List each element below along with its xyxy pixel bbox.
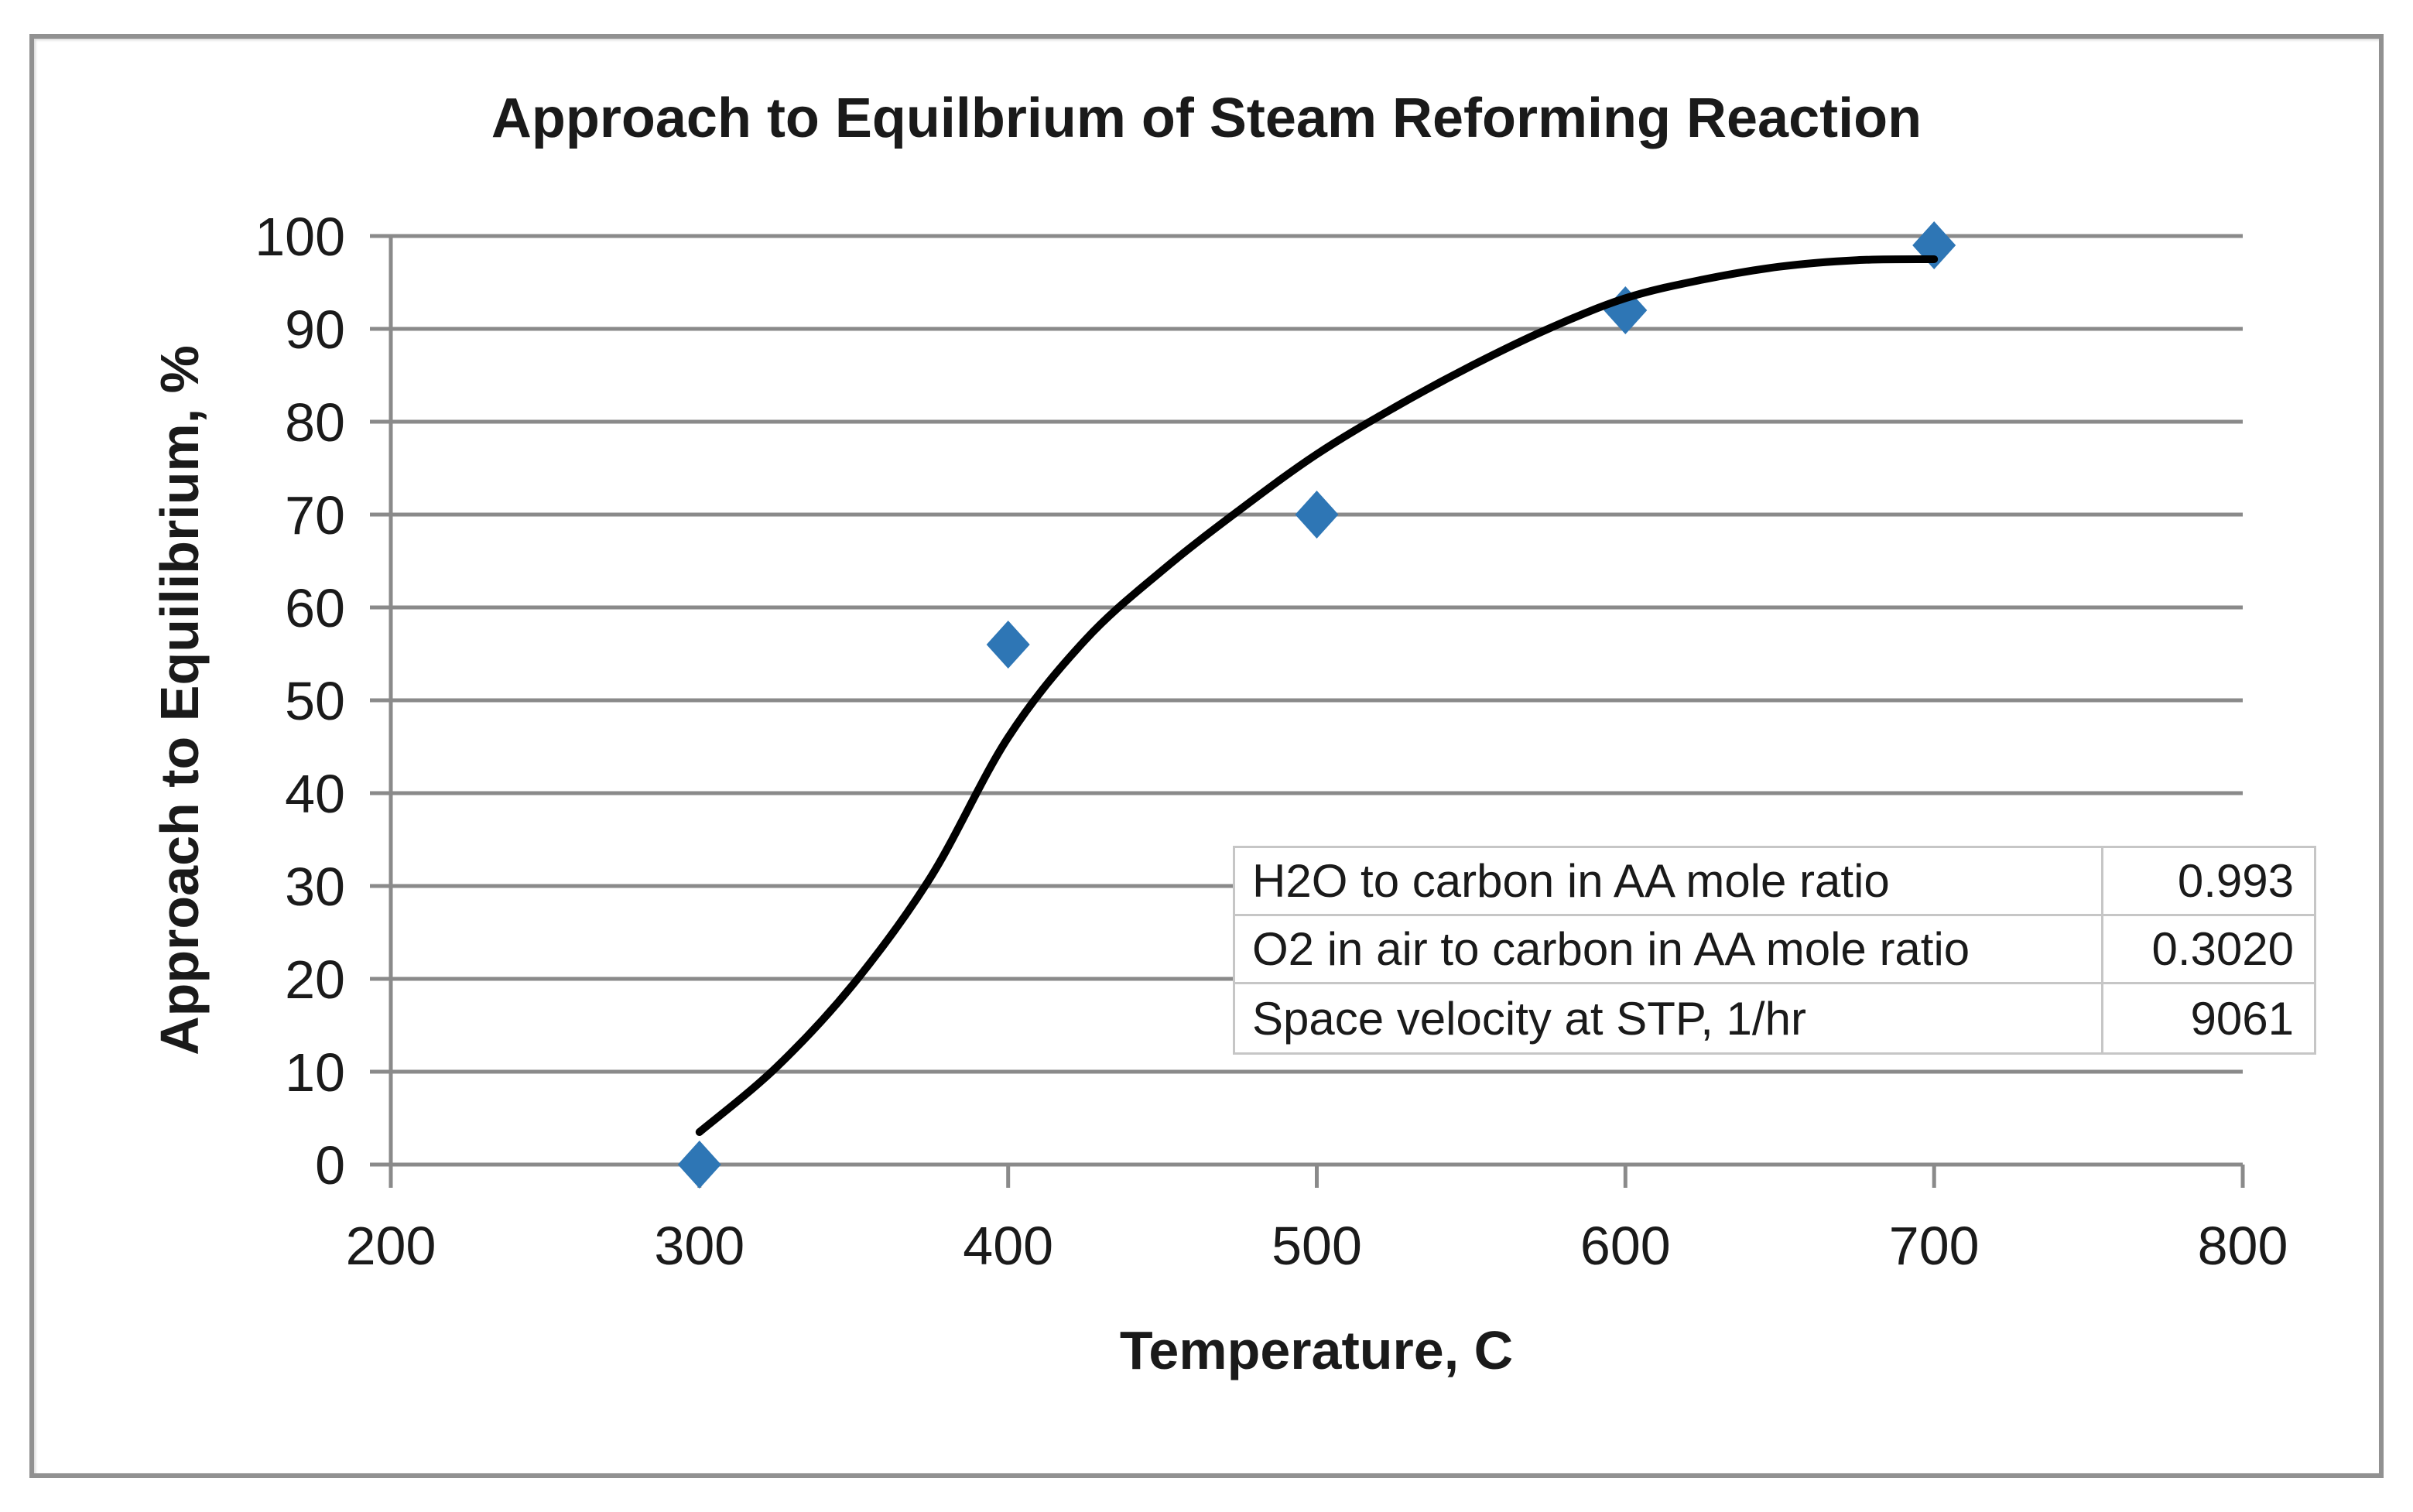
- table-cell-label: O2 in air to carbon in AA mole ratio: [1235, 916, 2103, 982]
- data-point-diamond: [677, 1141, 721, 1189]
- x-tick-label: 200: [346, 1216, 436, 1276]
- chart-title: Approach to Equilbrium of Steam Reformin…: [491, 87, 1922, 149]
- y-tick-label: 60: [285, 578, 345, 638]
- table-cell-value: 0.993: [2177, 855, 2294, 907]
- trendline-curve: [695, 255, 1939, 1136]
- x-tick-label: 500: [1272, 1216, 1362, 1276]
- data-point-diamond: [986, 621, 1030, 669]
- parameters-table: H2O to carbon in AA mole ratio 0.993 O2 …: [1233, 846, 2316, 1055]
- table-cell-value: 0.3020: [2151, 923, 2294, 975]
- x-tick-label: 600: [1580, 1216, 1671, 1276]
- x-tick-label: 800: [2198, 1216, 2288, 1276]
- y-tick-label: 50: [285, 671, 345, 731]
- y-tick-label: 20: [285, 949, 345, 1010]
- x-axis-title: Temperature, C: [1119, 1320, 1514, 1380]
- y-tick-label: 10: [285, 1042, 345, 1103]
- x-tick-label: 400: [963, 1216, 1053, 1276]
- x-tick-label: 300: [654, 1216, 744, 1276]
- table-row: O2 in air to carbon in AA mole ratio 0.3…: [1235, 916, 2314, 984]
- y-axis-title: Approach to Equilibrium, %: [149, 345, 210, 1055]
- table-row: Space velocity at STP, 1/hr 9061: [1235, 984, 2314, 1052]
- y-tick-label: 70: [285, 485, 345, 546]
- y-tick-label: 100: [255, 207, 345, 267]
- y-tick-label: 40: [285, 764, 345, 824]
- chart-outer-frame: [29, 34, 2384, 1478]
- y-tick-label: 80: [285, 392, 345, 453]
- table-row: H2O to carbon in AA mole ratio 0.993: [1235, 848, 2314, 916]
- table-cell-value: 9061: [2190, 992, 2294, 1045]
- y-tick-label: 0: [315, 1135, 345, 1196]
- data-point-diamond: [1295, 491, 1339, 539]
- table-cell-label: Space velocity at STP, 1/hr: [1235, 984, 2103, 1052]
- y-tick-label: 30: [285, 857, 345, 917]
- y-tick-label: 90: [285, 299, 345, 360]
- table-cell-label: H2O to carbon in AA mole ratio: [1235, 848, 2103, 914]
- x-tick-label: 700: [1889, 1216, 1980, 1276]
